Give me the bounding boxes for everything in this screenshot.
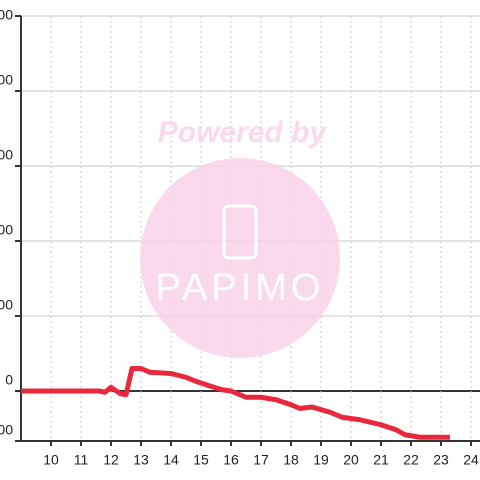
x-tick-label: 21 [373, 452, 389, 468]
x-tick-label: 11 [74, 452, 89, 468]
line [21, 366, 450, 440]
y-tick-label: 150,000 [0, 7, 13, 23]
x-tick-label: 22 [403, 452, 419, 468]
x-tick-label: 17 [253, 452, 269, 468]
x-tick-label: 18 [283, 452, 299, 468]
y-tick-label: 60,000 [0, 222, 13, 238]
y-tick-label: -20,000 [0, 422, 13, 438]
watermark-logo: PAPIMO [156, 267, 325, 309]
y-tick-label: 90,000 [0, 147, 13, 163]
x-tick-label: 14 [163, 452, 179, 468]
x-tick-label: 16 [223, 452, 239, 468]
watermark-title: Powered by [158, 116, 328, 149]
x-tick-label: 20 [343, 452, 359, 468]
x-tick-label: 13 [133, 452, 149, 468]
x-tick-label: 15 [193, 452, 209, 468]
x-tick-label: 19 [313, 452, 329, 468]
watermark: Powered by PAPIMO [140, 116, 340, 358]
y-tick-label: 0 [5, 372, 13, 388]
x-tick-label: 24 [463, 452, 479, 468]
x-tick-label: 10 [43, 452, 59, 468]
y-tick-label: 30,000 [0, 297, 13, 313]
watermark-phone [222, 204, 258, 260]
x-tick-label: 23 [433, 452, 449, 468]
x-tick-label: 12 [103, 452, 119, 468]
y-tick-label: 120,000 [0, 72, 13, 88]
